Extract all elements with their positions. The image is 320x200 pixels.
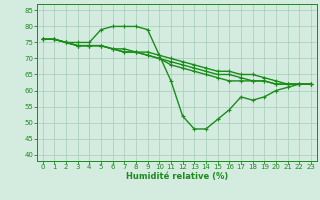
X-axis label: Humidité relative (%): Humidité relative (%) <box>126 172 228 181</box>
